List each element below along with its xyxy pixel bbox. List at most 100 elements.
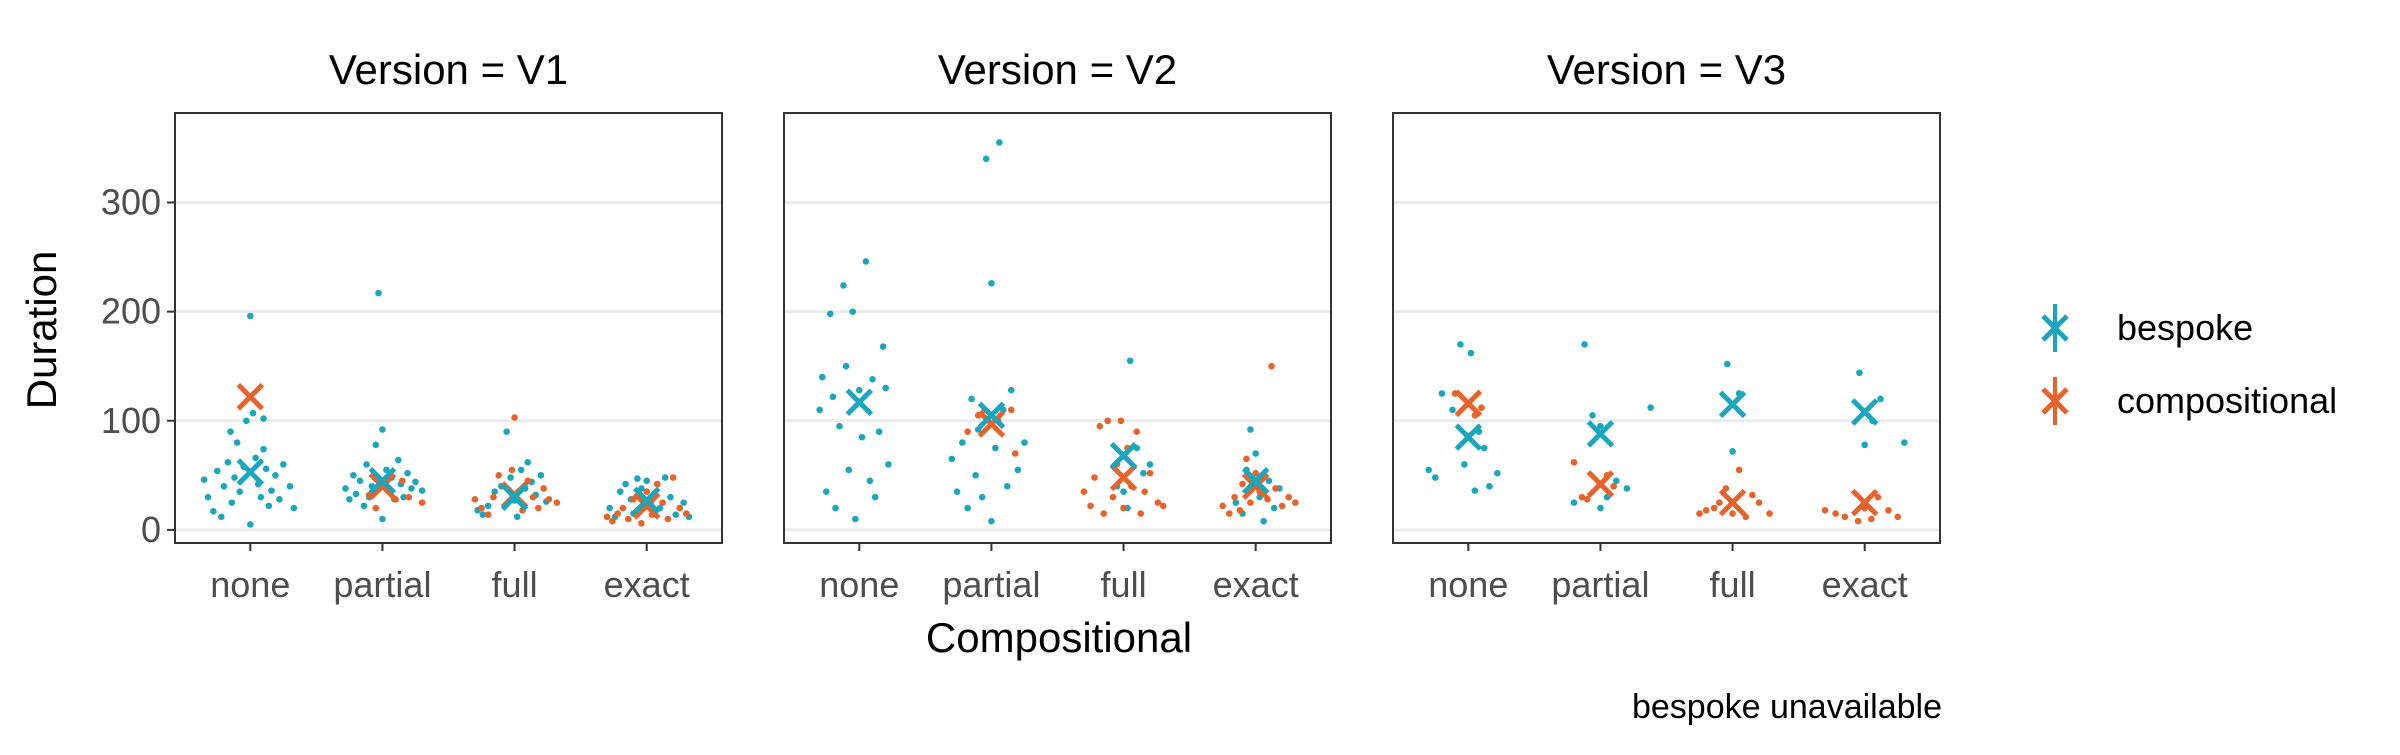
point-compositional bbox=[683, 510, 690, 517]
point-bespoke bbox=[252, 454, 259, 462]
point-bespoke bbox=[866, 477, 874, 485]
point-bespoke bbox=[1612, 477, 1620, 485]
point-compositional bbox=[1011, 450, 1019, 457]
point-compositional bbox=[405, 493, 413, 501]
point-compositional bbox=[478, 504, 485, 512]
point-bespoke bbox=[856, 386, 863, 394]
point-bespoke bbox=[964, 504, 971, 512]
point-compositional bbox=[1610, 482, 1617, 490]
point-compositional bbox=[1109, 493, 1117, 501]
point-compositional bbox=[1120, 504, 1127, 512]
point-bespoke bbox=[1007, 386, 1015, 394]
point-bespoke bbox=[1729, 448, 1736, 455]
point-bespoke bbox=[836, 422, 843, 430]
mean-marker-compositional bbox=[236, 382, 265, 411]
point-bespoke bbox=[972, 472, 979, 479]
mean-marker-bespoke bbox=[368, 467, 397, 495]
panel-v2: Version = V2 none partial full exact bbox=[783, 46, 1332, 605]
mean-marker-bespoke bbox=[1718, 390, 1747, 419]
point-bespoke bbox=[953, 488, 961, 496]
point-bespoke bbox=[882, 384, 890, 392]
point-bespoke bbox=[213, 467, 221, 475]
axis-layer: Duration Compositional bespoke unavailab… bbox=[18, 251, 1942, 726]
point-compositional bbox=[676, 504, 684, 512]
point-bespoke bbox=[1861, 441, 1868, 449]
point-compositional bbox=[1841, 513, 1849, 521]
legend-item-bespoke: bespoke bbox=[2041, 304, 2253, 352]
point-bespoke bbox=[260, 415, 267, 422]
point-bespoke bbox=[1265, 477, 1273, 485]
point-compositional bbox=[511, 414, 518, 421]
mean-marker-bespoke bbox=[1850, 398, 1879, 426]
point-bespoke bbox=[346, 496, 353, 503]
point-compositional bbox=[1141, 488, 1149, 496]
point-compositional bbox=[1137, 510, 1145, 517]
point-bespoke bbox=[959, 439, 966, 446]
point-bespoke bbox=[404, 469, 411, 477]
panel-title: Version = V1 bbox=[329, 46, 568, 93]
point-bespoke bbox=[1647, 404, 1654, 411]
point-bespoke bbox=[643, 477, 650, 485]
point-bespoke bbox=[262, 465, 270, 473]
point-compositional bbox=[1104, 417, 1112, 425]
point-bespoke bbox=[1723, 360, 1731, 368]
legend-label: compositional bbox=[2117, 380, 2337, 421]
point-compositional bbox=[1832, 510, 1839, 517]
point-bespoke bbox=[1431, 474, 1439, 481]
point-bespoke bbox=[816, 406, 823, 414]
point-bespoke bbox=[1486, 482, 1493, 490]
point-bespoke bbox=[479, 511, 487, 518]
point-compositional bbox=[1749, 491, 1756, 499]
point-bespoke bbox=[260, 445, 267, 453]
point-compositional bbox=[964, 428, 971, 435]
point-bespoke bbox=[412, 478, 419, 486]
point-bespoke bbox=[375, 289, 382, 297]
y-axis-label: Duration bbox=[18, 251, 65, 410]
point-bespoke bbox=[379, 515, 386, 523]
legend-item-compositional: compositional bbox=[2041, 377, 2337, 425]
point-bespoke bbox=[840, 282, 847, 289]
point-compositional bbox=[1159, 502, 1167, 510]
panel-frame bbox=[783, 112, 1332, 544]
point-compositional bbox=[398, 477, 406, 485]
point-compositional bbox=[659, 499, 666, 506]
point-bespoke bbox=[988, 517, 995, 525]
point-bespoke bbox=[988, 279, 995, 287]
panel-title: Version = V2 bbox=[938, 46, 1177, 93]
point-bespoke bbox=[996, 139, 1003, 146]
mean-marker-compositional bbox=[632, 492, 661, 520]
point-compositional bbox=[643, 488, 650, 496]
point-bespoke bbox=[667, 493, 674, 501]
point-bespoke bbox=[871, 493, 879, 501]
point-bespoke bbox=[1438, 390, 1446, 397]
chart-caption: bespoke unavailable bbox=[1632, 688, 1942, 726]
point-bespoke bbox=[829, 393, 837, 401]
mean-marker-compositional bbox=[1718, 488, 1747, 517]
point-compositional bbox=[1146, 469, 1154, 477]
point-compositional bbox=[1091, 474, 1098, 481]
point-compositional bbox=[1478, 404, 1485, 411]
legend-key-x bbox=[2041, 314, 2069, 342]
mean-marker-compositional bbox=[368, 472, 397, 501]
point-bespoke bbox=[822, 488, 830, 496]
panel-frame bbox=[174, 112, 723, 544]
point-compositional bbox=[664, 515, 672, 523]
point-bespoke bbox=[503, 428, 510, 435]
point-compositional bbox=[535, 504, 542, 512]
point-bespoke bbox=[210, 508, 217, 515]
point-bespoke bbox=[228, 499, 236, 506]
x-tick-label: none bbox=[819, 564, 899, 605]
point-bespoke bbox=[622, 480, 629, 488]
mean-marker-compositional bbox=[977, 410, 1006, 438]
legend-label: bespoke bbox=[2117, 307, 2253, 348]
legend: bespoke compositional bbox=[2041, 304, 2337, 425]
point-compositional bbox=[1766, 510, 1773, 517]
point-bespoke bbox=[1270, 504, 1278, 512]
point-compositional bbox=[1583, 496, 1591, 503]
x-tick-label: none bbox=[1428, 564, 1508, 605]
point-compositional bbox=[1007, 406, 1015, 414]
point-compositional bbox=[1252, 469, 1259, 477]
point-compositional bbox=[1225, 510, 1233, 517]
y-tick-label: 0 bbox=[141, 509, 161, 550]
